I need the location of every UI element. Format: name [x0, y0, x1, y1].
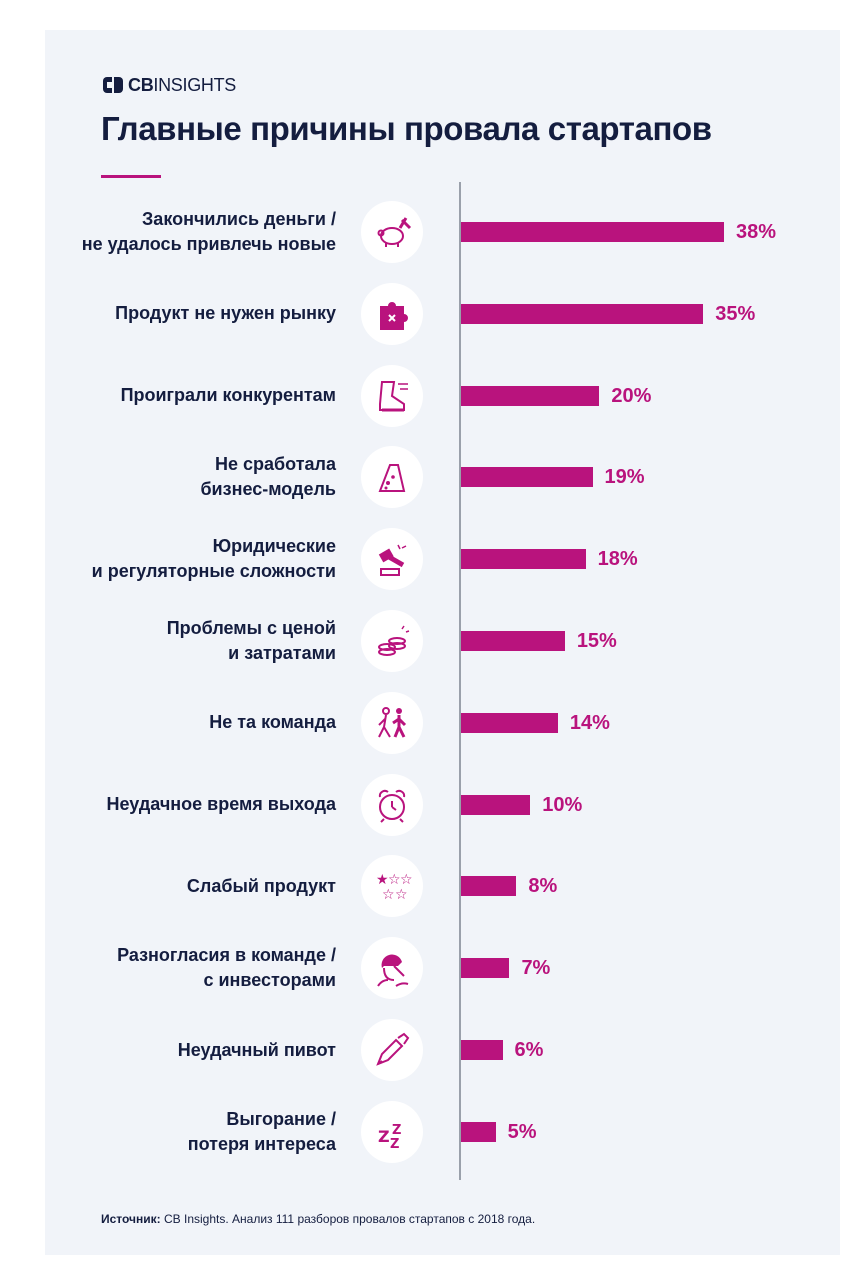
running-shoe-icon — [361, 364, 423, 427]
category-label: Закончились деньги / не удалось привлечь … — [36, 207, 336, 257]
data-label: 6% — [514, 1039, 544, 1061]
data-label: 10% — [542, 793, 583, 816]
category-label-line: Проиграли конкурентам — [120, 385, 336, 406]
category-label-line: Не сработала — [215, 454, 336, 475]
data-label: 19% — [604, 466, 645, 489]
data-label: 7% — [521, 957, 551, 980]
data-label: 35% — [715, 302, 756, 325]
stars-rating-icon: ★ ☆ ☆ ☆ ☆ — [361, 855, 423, 918]
category-label-line: Слабый продукт — [186, 875, 336, 896]
logo-text: CBINSIGHTS — [128, 74, 237, 95]
data-label: 5% — [507, 1120, 537, 1143]
data-label: 18% — [597, 548, 638, 571]
svg-text:☆: ☆ — [388, 872, 401, 888]
alarm-clock-icon — [361, 773, 423, 836]
category-label-line: Выгорание / — [226, 1108, 336, 1129]
category-label-line: и регуляторные сложности — [91, 561, 336, 582]
category-label: Выгорание / потеря интереса — [36, 1107, 336, 1157]
title-underline — [101, 175, 161, 178]
category-label: Не та команда — [36, 710, 336, 735]
bar — [461, 385, 600, 406]
bar — [461, 1121, 496, 1142]
bar — [461, 467, 593, 488]
category-label: Разногласия в команде / с инвесторами — [36, 943, 336, 993]
category-label-line: не удалось привлечь новые — [81, 234, 336, 254]
bar — [461, 303, 704, 324]
svg-text:Z: Z — [378, 1127, 390, 1146]
bar — [461, 631, 565, 651]
data-label: 14% — [569, 711, 610, 734]
category-label: Слабый продукт — [36, 874, 336, 899]
category-label-line: Неудачное время выхода — [106, 794, 337, 815]
category-label-line: потеря интереса — [187, 1133, 336, 1154]
svg-text:Z: Z — [392, 1123, 401, 1138]
category-label-line: и затратами — [228, 643, 336, 663]
coins-icon — [361, 610, 423, 672]
cbinsights-logo: CBINSIGHTS — [103, 74, 236, 96]
svg-text:☆: ☆ — [395, 887, 408, 903]
broken-pencil-icon — [361, 1019, 423, 1081]
category-label-line: с инвесторами — [203, 970, 336, 991]
data-label: 8% — [528, 875, 558, 898]
category-label: Неудачное время выхода — [36, 792, 337, 817]
bar — [461, 794, 531, 815]
cheese-trap-icon — [361, 446, 423, 509]
bar — [461, 712, 558, 733]
people-walking-icon — [361, 691, 423, 754]
category-label: Неудачный пивот — [36, 1038, 336, 1063]
category-label: Проиграли конкурентам — [36, 383, 336, 408]
category-label: Не сработала бизнес-модель — [36, 452, 336, 502]
category-label-line: Юридические — [212, 536, 336, 557]
bar — [461, 958, 510, 979]
category-label-line: Продукт не нужен рынку — [115, 303, 336, 324]
svg-text:★: ★ — [376, 872, 389, 888]
category-label-line: Закончились деньги / — [142, 209, 336, 229]
category-label-line: Не та команда — [209, 712, 336, 733]
puzzle-piece-icon — [361, 282, 423, 345]
data-label: 20% — [611, 384, 652, 407]
data-label: 15% — [576, 630, 617, 652]
facepalm-icon — [361, 937, 423, 1000]
category-label-line: Неудачный пивот — [177, 1039, 336, 1060]
svg-text:☆: ☆ — [400, 872, 412, 888]
category-label-line: Разногласия в команде / — [117, 945, 336, 966]
bar — [461, 876, 517, 897]
svg-text:Z: Z — [390, 1137, 399, 1152]
cbinsights-logo-icon — [103, 77, 123, 93]
data-label: 38% — [736, 221, 777, 243]
category-label-line: Проблемы с ценой — [166, 618, 336, 638]
category-label: Проблемы с ценой и затратами — [36, 616, 336, 666]
svg-text:☆: ☆ — [382, 887, 395, 903]
bar — [461, 549, 586, 570]
piggy-bank-hammer-icon — [361, 201, 423, 263]
chart-title: Главные причины провала стартапов — [101, 110, 712, 147]
bar — [461, 222, 724, 242]
gavel-icon — [361, 528, 423, 591]
category-label: Юридические и регуляторные сложности — [36, 534, 336, 584]
source-note: Источник: CB Insights. Анализ 111 разбор… — [101, 1212, 536, 1226]
chart-axis-line — [459, 182, 461, 1180]
category-label-line: бизнес-модель — [200, 479, 336, 500]
bar — [461, 1040, 503, 1060]
category-label: Продукт не нужен рынку — [36, 301, 336, 326]
